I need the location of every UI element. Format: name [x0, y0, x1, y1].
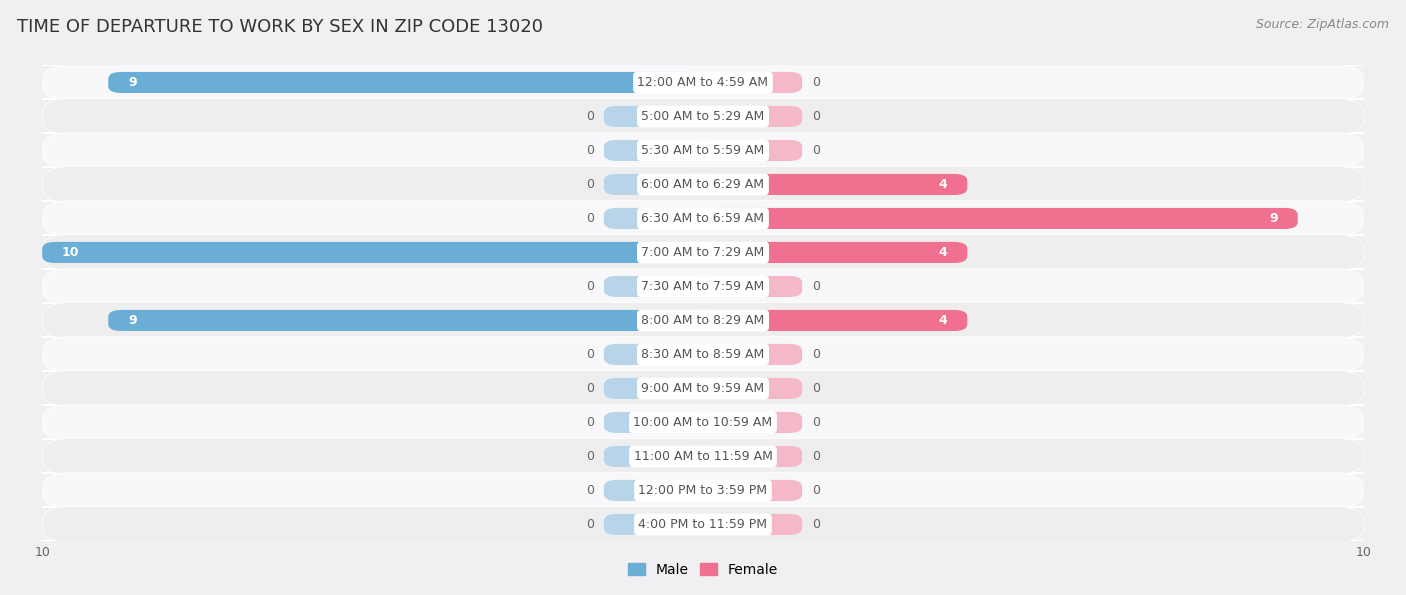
Text: 10: 10: [62, 246, 80, 259]
FancyBboxPatch shape: [42, 302, 1364, 339]
FancyBboxPatch shape: [605, 106, 703, 127]
Text: 8:30 AM to 8:59 AM: 8:30 AM to 8:59 AM: [641, 348, 765, 361]
FancyBboxPatch shape: [42, 439, 1364, 474]
Text: 0: 0: [813, 76, 820, 89]
FancyBboxPatch shape: [605, 208, 703, 229]
Text: 9:00 AM to 9:59 AM: 9:00 AM to 9:59 AM: [641, 382, 765, 395]
Text: 8:00 AM to 8:29 AM: 8:00 AM to 8:29 AM: [641, 314, 765, 327]
FancyBboxPatch shape: [42, 99, 1364, 134]
Text: 6:00 AM to 6:29 AM: 6:00 AM to 6:29 AM: [641, 178, 765, 191]
FancyBboxPatch shape: [703, 276, 801, 297]
Text: 0: 0: [586, 484, 593, 497]
FancyBboxPatch shape: [42, 133, 1364, 168]
Text: 12:00 AM to 4:59 AM: 12:00 AM to 4:59 AM: [637, 76, 769, 89]
Text: 12:00 PM to 3:59 PM: 12:00 PM to 3:59 PM: [638, 484, 768, 497]
FancyBboxPatch shape: [42, 506, 1364, 543]
FancyBboxPatch shape: [703, 208, 1298, 229]
FancyBboxPatch shape: [42, 234, 1364, 270]
Text: 0: 0: [586, 348, 593, 361]
Text: 0: 0: [813, 280, 820, 293]
FancyBboxPatch shape: [605, 480, 703, 501]
Text: TIME OF DEPARTURE TO WORK BY SEX IN ZIP CODE 13020: TIME OF DEPARTURE TO WORK BY SEX IN ZIP …: [17, 18, 543, 36]
Text: 0: 0: [586, 144, 593, 157]
FancyBboxPatch shape: [605, 344, 703, 365]
Text: 6:30 AM to 6:59 AM: 6:30 AM to 6:59 AM: [641, 212, 765, 225]
FancyBboxPatch shape: [42, 268, 1364, 305]
FancyBboxPatch shape: [703, 242, 967, 263]
FancyBboxPatch shape: [42, 242, 703, 263]
FancyBboxPatch shape: [605, 378, 703, 399]
Text: 9: 9: [128, 314, 136, 327]
FancyBboxPatch shape: [703, 514, 801, 535]
Text: 0: 0: [586, 178, 593, 191]
FancyBboxPatch shape: [108, 310, 703, 331]
FancyBboxPatch shape: [605, 174, 703, 195]
FancyBboxPatch shape: [703, 446, 801, 467]
FancyBboxPatch shape: [703, 140, 801, 161]
FancyBboxPatch shape: [605, 276, 703, 297]
Text: 7:00 AM to 7:29 AM: 7:00 AM to 7:29 AM: [641, 246, 765, 259]
FancyBboxPatch shape: [703, 72, 801, 93]
Text: 0: 0: [813, 382, 820, 395]
Text: 0: 0: [813, 484, 820, 497]
Text: Source: ZipAtlas.com: Source: ZipAtlas.com: [1256, 18, 1389, 31]
FancyBboxPatch shape: [108, 72, 703, 93]
FancyBboxPatch shape: [703, 378, 801, 399]
Text: 11:00 AM to 11:59 AM: 11:00 AM to 11:59 AM: [634, 450, 772, 463]
Text: 0: 0: [586, 212, 593, 225]
FancyBboxPatch shape: [703, 344, 801, 365]
Text: 4: 4: [939, 178, 948, 191]
Text: 0: 0: [586, 110, 593, 123]
FancyBboxPatch shape: [42, 472, 1364, 508]
Text: 5:30 AM to 5:59 AM: 5:30 AM to 5:59 AM: [641, 144, 765, 157]
Text: 9: 9: [128, 76, 136, 89]
Text: 0: 0: [586, 518, 593, 531]
FancyBboxPatch shape: [703, 106, 801, 127]
FancyBboxPatch shape: [42, 64, 1364, 101]
FancyBboxPatch shape: [42, 337, 1364, 372]
FancyBboxPatch shape: [42, 371, 1364, 406]
Text: 0: 0: [813, 450, 820, 463]
FancyBboxPatch shape: [605, 412, 703, 433]
FancyBboxPatch shape: [703, 480, 801, 501]
Text: 0: 0: [813, 144, 820, 157]
Text: 0: 0: [586, 382, 593, 395]
Text: 0: 0: [813, 110, 820, 123]
Text: 0: 0: [813, 518, 820, 531]
Text: 0: 0: [586, 416, 593, 429]
FancyBboxPatch shape: [42, 167, 1364, 202]
Text: 9: 9: [1270, 212, 1278, 225]
Text: 0: 0: [813, 416, 820, 429]
Text: 7:30 AM to 7:59 AM: 7:30 AM to 7:59 AM: [641, 280, 765, 293]
FancyBboxPatch shape: [703, 174, 967, 195]
FancyBboxPatch shape: [703, 412, 801, 433]
FancyBboxPatch shape: [703, 310, 967, 331]
Text: 10:00 AM to 10:59 AM: 10:00 AM to 10:59 AM: [634, 416, 772, 429]
FancyBboxPatch shape: [42, 405, 1364, 440]
Legend: Male, Female: Male, Female: [623, 557, 783, 582]
Text: 0: 0: [586, 450, 593, 463]
Text: 0: 0: [586, 280, 593, 293]
Text: 4: 4: [939, 246, 948, 259]
FancyBboxPatch shape: [605, 140, 703, 161]
FancyBboxPatch shape: [605, 514, 703, 535]
Text: 4: 4: [939, 314, 948, 327]
Text: 5:00 AM to 5:29 AM: 5:00 AM to 5:29 AM: [641, 110, 765, 123]
FancyBboxPatch shape: [605, 446, 703, 467]
Text: 0: 0: [813, 348, 820, 361]
Text: 4:00 PM to 11:59 PM: 4:00 PM to 11:59 PM: [638, 518, 768, 531]
FancyBboxPatch shape: [42, 201, 1364, 236]
